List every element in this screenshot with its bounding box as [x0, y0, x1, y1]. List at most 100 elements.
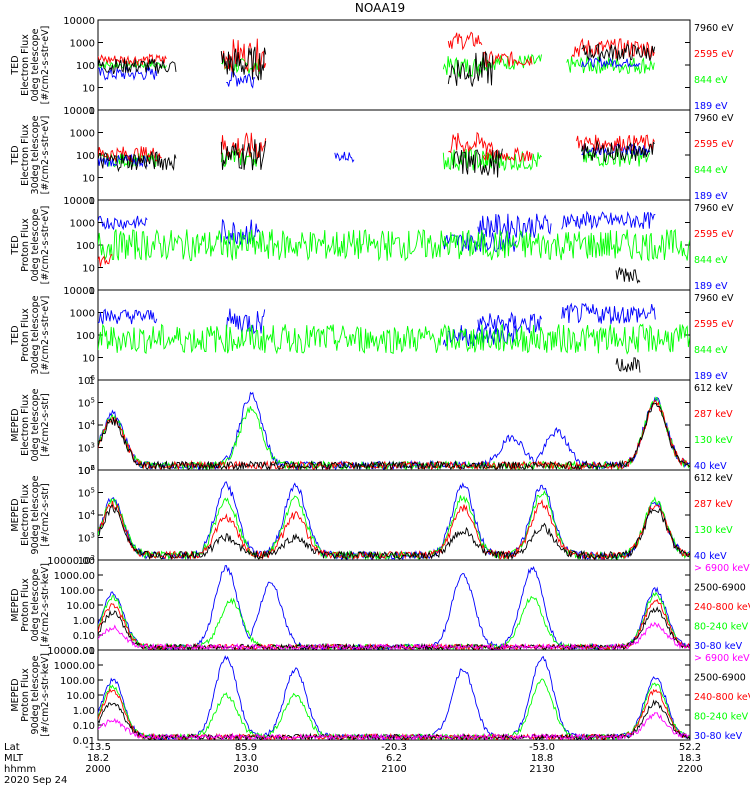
series-red-segment	[98, 253, 113, 267]
x-tick-lat: 85.9	[235, 742, 257, 753]
legend-entry: 2595 eV	[694, 139, 734, 150]
y-tick-label: 106	[78, 464, 96, 477]
y-tick-exponent: 6	[91, 464, 96, 472]
legend-entry: 844 eV	[694, 255, 728, 266]
y-tick-label: 1000.00	[54, 571, 95, 582]
x-tick-mlt: 18.3	[679, 753, 701, 764]
legend-entry: 189 eV	[694, 371, 728, 382]
panel-7: 0.01 0.10 1.00 10.00 100.00 1000.00 10000.00 ME…	[10, 556, 750, 657]
panel-8: 0.01 0.10 1.00 10.00 100.00 1000.00 10000.00 ME…	[10, 646, 750, 747]
plot-area	[98, 655, 690, 740]
series-blue-segment	[477, 213, 552, 239]
series-black-line	[98, 402, 690, 470]
plot-area	[98, 210, 690, 284]
y-axis-label: Electron Flux	[20, 394, 31, 456]
x-tick-mlt: 18.2	[87, 753, 109, 764]
legend-entry: 2595 eV	[694, 319, 734, 330]
x-tick-lat: -13.5	[85, 742, 111, 753]
series-black-segment	[615, 267, 641, 284]
y-axis-label: TED	[10, 55, 21, 75]
legend-entry: 2500-6900	[694, 583, 746, 594]
legend-entry: 7960 eV	[694, 293, 734, 304]
legend-entry: 80-240 keV	[694, 712, 749, 723]
y-tick-label: 100	[76, 331, 95, 342]
y-axis-label: 0deg telescope	[30, 28, 41, 101]
y-tick-label: 10.00	[66, 601, 95, 612]
series-blue-segment	[98, 308, 158, 325]
y-tick-label: 104	[78, 509, 96, 522]
series-black-segment	[98, 58, 177, 75]
legend-entry: 844 eV	[694, 75, 728, 86]
y-axis-label: [#/cm2-s-str-eV]	[40, 296, 51, 375]
legend-entry: 7960 eV	[694, 23, 734, 34]
y-tick-label: 10000.00	[47, 646, 95, 657]
series-black-line	[98, 606, 690, 650]
y-tick-label: 0.01	[73, 646, 95, 657]
series-green-line	[98, 678, 690, 740]
y-axis-label: TED	[10, 325, 21, 345]
series-blue-segment	[442, 324, 517, 347]
panel-1: 1 10 100 1000 10000 TED Electron Flux 0deg tele…	[10, 16, 734, 117]
series-blue-segment	[561, 210, 656, 230]
plot-title: NOAA19	[355, 1, 405, 15]
y-tick-label: 1	[89, 106, 95, 117]
y-axis-label: MEPED	[10, 678, 21, 711]
series-blue-line	[98, 565, 690, 650]
x-tick-mlt: 18.8	[531, 753, 553, 764]
y-axis-label: [#/cm2-s-str-eV]	[40, 116, 51, 195]
legend-entry: 30-80 keV	[694, 731, 743, 742]
y-tick-label: 103	[78, 442, 95, 455]
y-tick-exponent: 5	[91, 397, 95, 405]
y-tick-label: 105	[78, 487, 95, 500]
series-green-segment	[98, 228, 690, 262]
legend-entry: 287 keV	[694, 409, 733, 420]
series-green-line	[98, 591, 690, 650]
y-axis-label: TED	[10, 235, 21, 255]
x-tick-mlt: 13.0	[235, 753, 257, 764]
panel-2: 1 10 100 1000 10000 TED Electron Flux 30deg tel…	[10, 106, 734, 207]
y-tick-label: 10000	[63, 196, 95, 207]
series-black-segment	[98, 151, 177, 173]
series-red-segment	[576, 134, 655, 152]
x-tick-hhmm: 2200	[677, 764, 702, 775]
series-red-segment	[98, 53, 167, 67]
x-tick-mlt: 6.2	[386, 753, 402, 764]
series-red-segment	[220, 38, 267, 73]
y-tick-label: 104	[78, 419, 96, 432]
series-red-segment	[482, 50, 533, 68]
series-red-line	[98, 499, 690, 560]
y-tick-label: 0.10	[73, 631, 95, 642]
y-tick-label: 1	[89, 286, 95, 297]
series-green-line	[98, 489, 690, 560]
series-blue-line	[98, 481, 690, 560]
plot-area	[98, 565, 690, 650]
footer-row-label: hhmm	[4, 764, 36, 775]
legend-entry: 130 keV	[694, 525, 733, 536]
y-axis-label: Proton Flux	[20, 578, 31, 632]
x-tick-lat: -53.0	[529, 742, 555, 753]
series-blue-segment	[334, 151, 355, 163]
series-black-segment	[447, 50, 494, 87]
legend-entry: 40 keV	[694, 551, 727, 562]
y-axis-label: Electron Flux	[20, 124, 31, 186]
panel-frame	[97, 559, 691, 651]
y-tick-label: 1000	[70, 39, 95, 50]
x-tick-hhmm: 2000	[85, 764, 110, 775]
y-axis-label: [#/cm2-s-str-keV]	[40, 563, 51, 647]
y-tick-label: 100.00	[60, 676, 95, 687]
series-blue-segment	[581, 57, 641, 69]
y-tick-exponent: 2	[91, 464, 95, 472]
series-red-line	[98, 688, 690, 740]
series-red-segment	[482, 146, 533, 163]
legend-entry: 7960 eV	[694, 203, 734, 214]
legend-entry: 40 keV	[694, 461, 727, 472]
y-tick-label: 105	[78, 397, 95, 410]
series-blue-line	[98, 391, 690, 470]
y-axis-label: 30deg telescope	[30, 115, 41, 194]
legend-entry: 7960 eV	[694, 113, 734, 124]
series-red-line	[98, 399, 690, 470]
series-red-segment	[447, 31, 483, 51]
